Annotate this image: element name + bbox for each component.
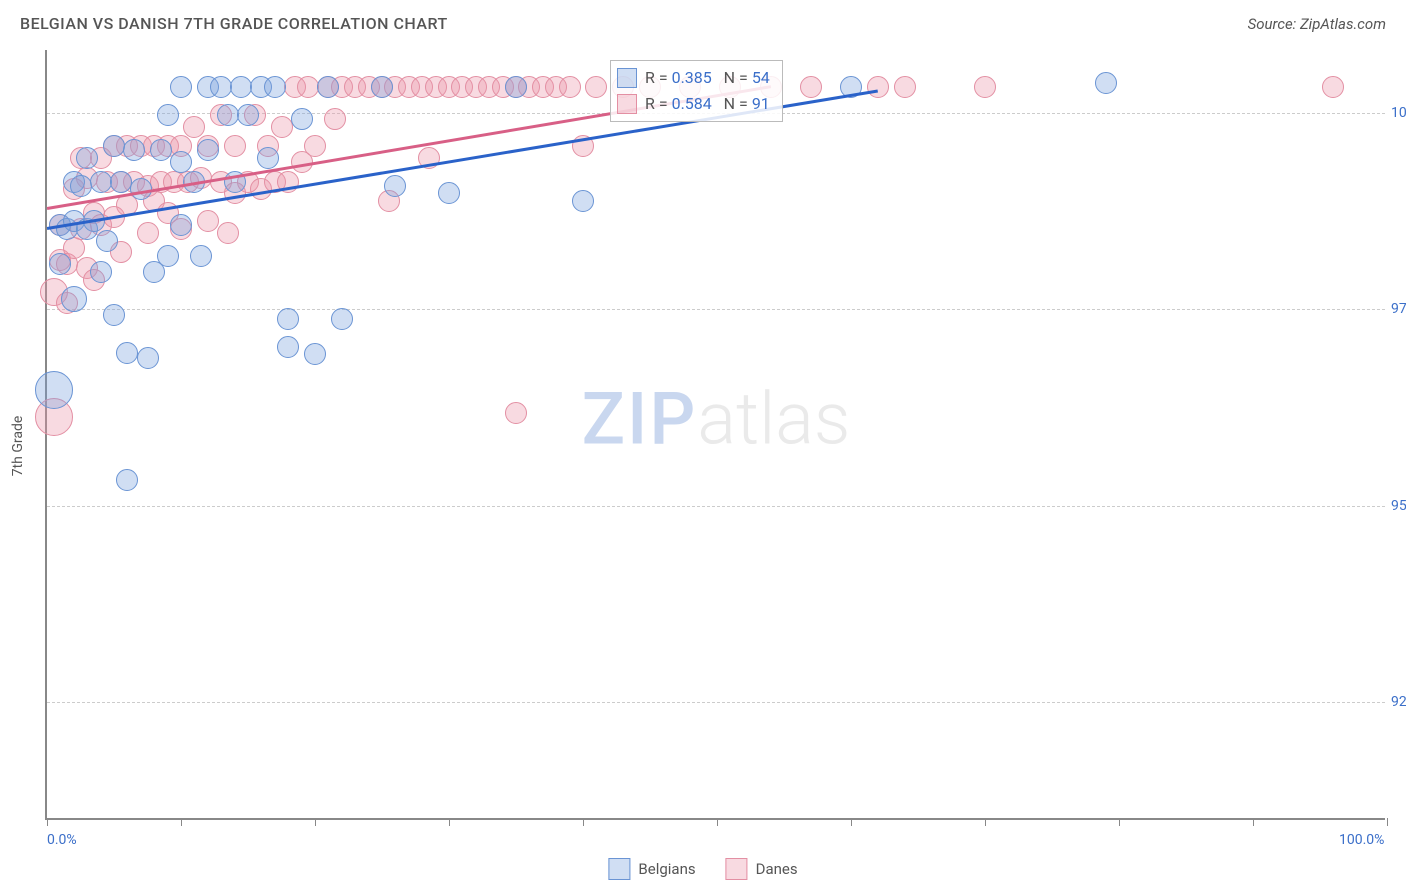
x-tick — [181, 818, 182, 826]
y-tick-label: 95.0% — [1391, 498, 1406, 514]
data-point — [110, 171, 132, 193]
data-point — [116, 469, 138, 491]
data-point — [90, 261, 112, 283]
data-point — [96, 230, 118, 252]
data-point — [371, 76, 393, 98]
data-point — [505, 402, 527, 424]
legend: Belgians Danes — [608, 858, 797, 880]
data-point — [384, 175, 406, 197]
data-point — [150, 139, 172, 161]
x-tick — [717, 818, 718, 826]
legend-label: Belgians — [638, 860, 695, 878]
data-point — [1322, 76, 1344, 98]
x-tick — [851, 818, 852, 826]
data-point — [559, 76, 581, 98]
data-point — [137, 222, 159, 244]
x-tick — [985, 818, 986, 826]
watermark: ZIPatlas — [582, 376, 851, 461]
data-point — [257, 147, 279, 169]
stats-row: R = 0.385 N = 54 — [617, 65, 770, 91]
legend-swatch — [726, 858, 748, 880]
gridline — [47, 506, 1385, 507]
data-point — [197, 139, 219, 161]
data-point — [291, 108, 313, 130]
data-point — [197, 210, 219, 232]
data-point — [317, 76, 339, 98]
gridline — [47, 702, 1385, 703]
data-point — [170, 151, 192, 173]
data-point — [137, 347, 159, 369]
data-point — [894, 76, 916, 98]
data-point — [277, 308, 299, 330]
data-point — [974, 76, 996, 98]
data-point — [116, 342, 138, 364]
scatter-plot-area: ZIPatlas 92.5%95.0%97.5%100.0%0.0%100.0%… — [45, 50, 1385, 820]
data-point — [585, 76, 607, 98]
data-point — [324, 108, 346, 130]
y-tick-label: 97.5% — [1391, 301, 1406, 317]
stats-text: R = 0.385 N = 54 — [645, 65, 770, 91]
gridline — [47, 309, 1385, 310]
data-point — [123, 139, 145, 161]
data-point — [210, 76, 232, 98]
x-tick — [449, 818, 450, 826]
watermark-part1: ZIP — [582, 376, 698, 461]
legend-swatch — [617, 94, 637, 114]
data-point — [237, 104, 259, 126]
watermark-part2: atlas — [697, 376, 850, 461]
data-point — [157, 104, 179, 126]
stats-box: R = 0.385 N = 54R = 0.584 N = 91 — [610, 60, 783, 122]
data-point — [1095, 72, 1117, 94]
legend-label: Danes — [756, 860, 798, 878]
stats-row: R = 0.584 N = 91 — [617, 91, 770, 117]
data-point — [61, 286, 87, 312]
data-point — [438, 182, 460, 204]
data-point — [304, 135, 326, 157]
x-tick — [315, 818, 316, 826]
data-point — [183, 116, 205, 138]
y-tick-label: 92.5% — [1391, 694, 1406, 710]
data-point — [271, 116, 293, 138]
legend-swatch — [608, 858, 630, 880]
data-point — [800, 76, 822, 98]
x-tick — [583, 818, 584, 826]
data-point — [224, 135, 246, 157]
data-point — [170, 214, 192, 236]
legend-item: Belgians — [608, 858, 695, 880]
data-point — [297, 76, 319, 98]
data-point — [49, 253, 71, 275]
y-tick-label: 100.0% — [1391, 105, 1406, 121]
data-point — [217, 222, 239, 244]
legend-swatch — [617, 68, 637, 88]
data-point — [190, 245, 212, 267]
data-point — [103, 135, 125, 157]
y-axis-title: 7th Grade — [10, 416, 26, 477]
x-tick-label: 100.0% — [1339, 832, 1384, 848]
source-label: Source: ZipAtlas.com — [1248, 15, 1386, 33]
data-point — [505, 76, 527, 98]
x-tick — [1119, 818, 1120, 826]
data-point — [572, 190, 594, 212]
chart-title: BELGIAN VS DANISH 7TH GRADE CORRELATION … — [20, 14, 448, 33]
x-tick-label: 0.0% — [47, 832, 77, 848]
x-tick — [47, 818, 48, 826]
data-point — [331, 308, 353, 330]
data-point — [230, 76, 252, 98]
legend-item: Danes — [726, 858, 798, 880]
data-point — [90, 171, 112, 193]
stats-text: R = 0.584 N = 91 — [645, 91, 770, 117]
data-point — [76, 147, 98, 169]
data-point — [304, 343, 326, 365]
data-point — [217, 104, 239, 126]
x-tick — [1253, 818, 1254, 826]
data-point — [170, 76, 192, 98]
data-point — [157, 245, 179, 267]
x-tick — [1387, 818, 1388, 826]
data-point — [264, 76, 286, 98]
data-point — [103, 304, 125, 326]
data-point — [277, 336, 299, 358]
data-point — [70, 175, 92, 197]
data-point — [867, 76, 889, 98]
data-point — [35, 371, 73, 409]
